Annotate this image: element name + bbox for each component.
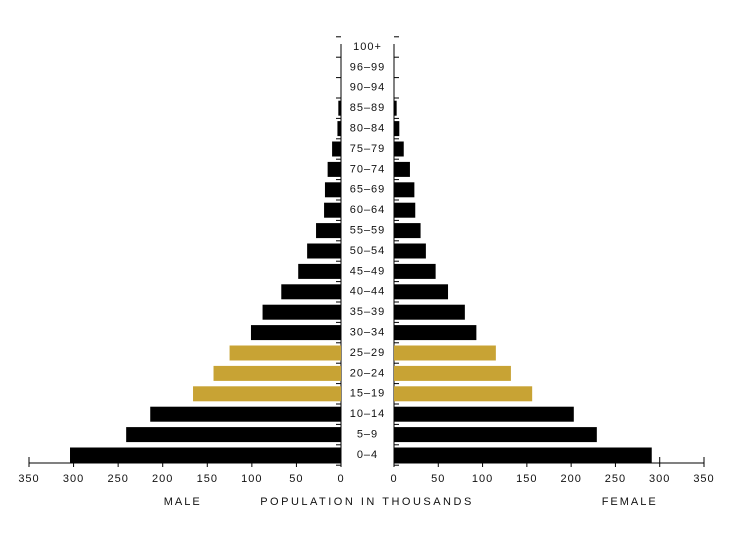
bar xyxy=(394,243,426,259)
age-label: 90–94 xyxy=(350,82,386,94)
bar xyxy=(394,263,436,279)
age-label: 75–79 xyxy=(350,143,386,155)
age-label: 70–74 xyxy=(350,163,386,175)
bar xyxy=(324,202,341,218)
age-label: 5–9 xyxy=(357,429,378,441)
bar xyxy=(324,182,341,198)
x-axis-label: POPULATION IN THOUSANDS xyxy=(260,496,474,508)
bar xyxy=(338,100,341,116)
side-label: MALE xyxy=(164,496,202,508)
bar xyxy=(394,223,421,239)
x-tick-label: 300 xyxy=(649,473,670,485)
age-label: 20–24 xyxy=(350,367,386,379)
age-label: 10–14 xyxy=(350,408,386,420)
bar xyxy=(394,284,449,300)
age-label: 40–44 xyxy=(350,286,386,298)
x-tick-label: 250 xyxy=(107,473,128,485)
bar xyxy=(332,141,341,157)
bar xyxy=(394,365,511,381)
x-tick-label: 350 xyxy=(18,473,39,485)
bar xyxy=(394,406,574,422)
age-label: 60–64 xyxy=(350,204,386,216)
bar xyxy=(307,243,341,259)
bar xyxy=(394,100,397,116)
x-tick-label: 200 xyxy=(560,473,581,485)
x-tick-label: 300 xyxy=(63,473,84,485)
age-label: 45–49 xyxy=(350,265,386,277)
bar xyxy=(394,304,465,320)
side-label: FEMALE xyxy=(602,496,658,508)
bar xyxy=(337,121,341,137)
bar xyxy=(262,304,341,320)
age-label: 96–99 xyxy=(350,61,386,73)
bar xyxy=(281,284,341,300)
bar xyxy=(229,345,341,361)
x-tick-label: 50 xyxy=(289,473,303,485)
x-tick-label: 200 xyxy=(152,473,173,485)
bar xyxy=(394,202,416,218)
x-tick-label: 0 xyxy=(337,473,344,485)
x-tick-label: 0 xyxy=(390,473,397,485)
age-label: 25–29 xyxy=(350,347,386,359)
bar xyxy=(150,406,341,422)
bar xyxy=(70,447,342,463)
bar xyxy=(394,386,533,402)
age-label: 65–69 xyxy=(350,184,386,196)
bar xyxy=(327,161,341,177)
x-tick-label: 350 xyxy=(693,473,714,485)
age-label: 30–34 xyxy=(350,327,386,339)
bar xyxy=(394,447,652,463)
bar xyxy=(126,427,341,443)
x-tick-label: 100 xyxy=(241,473,262,485)
bar xyxy=(394,121,400,137)
bar xyxy=(394,427,597,443)
age-label: 80–84 xyxy=(350,123,386,135)
bar xyxy=(394,182,415,198)
x-tick-label: 150 xyxy=(197,473,218,485)
age-label: 15–19 xyxy=(350,388,386,400)
bar xyxy=(298,263,341,279)
age-label: 85–89 xyxy=(350,102,386,114)
age-label: 50–54 xyxy=(350,245,386,257)
bar xyxy=(250,325,341,341)
x-tick-label: 150 xyxy=(516,473,537,485)
bar xyxy=(394,161,410,177)
bar xyxy=(394,141,404,157)
x-tick-label: 250 xyxy=(605,473,626,485)
age-label: 35–39 xyxy=(350,306,386,318)
bar xyxy=(394,345,496,361)
age-label: 100+ xyxy=(353,41,382,53)
x-tick-label: 100 xyxy=(472,473,493,485)
bar xyxy=(213,365,341,381)
x-tick-label: 50 xyxy=(431,473,445,485)
bar xyxy=(193,386,341,402)
age-label: 55–59 xyxy=(350,225,386,237)
bar xyxy=(316,223,341,239)
age-label: 0–4 xyxy=(357,449,378,461)
bar xyxy=(394,325,477,341)
